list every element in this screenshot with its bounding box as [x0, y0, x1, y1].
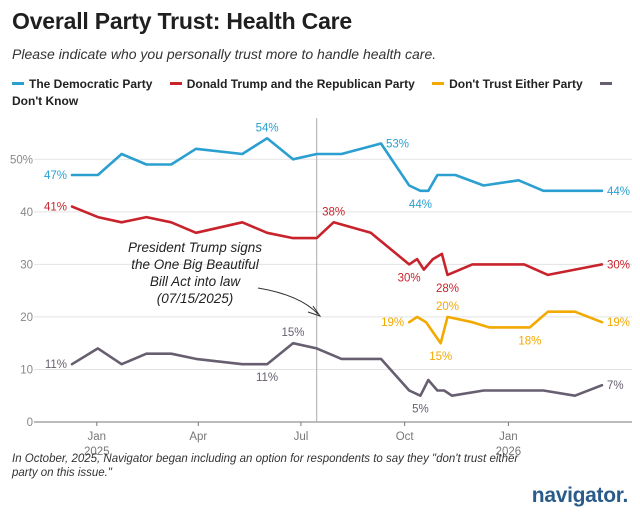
data-label: 18% [518, 335, 541, 347]
legend-item-dk: Don't Know [12, 77, 617, 108]
data-label: 11% [256, 372, 278, 384]
x-tick-label: Oct [396, 431, 415, 443]
x-tick-label: Apr [189, 431, 207, 443]
x-tick-year-label: 2025 [84, 446, 110, 458]
y-tick-label: 10 [20, 364, 33, 376]
y-tick-label: 20 [20, 312, 33, 324]
legend-label-dem: The Democratic Party [29, 77, 153, 91]
data-label: 53% [386, 139, 409, 151]
x-tick-label: Jan [88, 431, 107, 443]
legend-swatch-dem [12, 82, 24, 86]
y-tick-label: 50% [10, 154, 33, 166]
data-label: 15% [282, 327, 305, 339]
x-tick-label: Jan [499, 431, 518, 443]
chart-legend: The Democratic Party Donald Trump and th… [12, 76, 632, 110]
data-label: 15% [429, 351, 452, 363]
annotation-text-line: Bill Act into law [150, 274, 242, 289]
data-label: 19% [381, 317, 404, 329]
legend-swatch-neither [432, 82, 445, 86]
legend-swatch-rep [169, 82, 182, 86]
y-tick-label: 0 [27, 417, 33, 429]
series-line-0 [70, 137, 604, 193]
chart-title: Overall Party Trust: Health Care [12, 8, 353, 34]
data-label: 47% [44, 170, 67, 182]
data-label: 7% [607, 380, 624, 392]
data-label: 44% [409, 199, 432, 211]
series-line-1 [70, 205, 604, 277]
annotation-arrowhead [307, 305, 322, 317]
data-label: 38% [322, 206, 345, 218]
y-tick-label: 30 [20, 259, 33, 271]
annotation-text-line: President Trump signs [128, 240, 262, 255]
y-tick-label: 40 [20, 207, 33, 219]
annotation-arrow [257, 287, 319, 315]
legend-item-rep: Donald Trump and the Republican Party [169, 77, 415, 91]
data-label: 30% [607, 259, 630, 271]
data-label: 20% [436, 301, 459, 313]
data-label: 54% [256, 122, 279, 134]
x-tick-year-label: 2026 [496, 446, 522, 458]
navigator-logo: navigator. [531, 484, 629, 507]
data-label: 41% [44, 202, 67, 214]
x-tick-label: Jul [294, 431, 309, 443]
legend-item-dem: The Democratic Party [12, 77, 152, 91]
data-label: 19% [607, 317, 630, 329]
annotation-text-line: (07/15/2025) [157, 291, 234, 306]
series-line-2 [407, 310, 604, 345]
chart-footnote: In October, 2025, Navigator began includ… [12, 453, 519, 479]
data-label: 11% [45, 359, 67, 371]
annotation-text-line: the One Big Beautiful [131, 257, 260, 272]
chart-subtitle: Please indicate who you personally trust… [12, 46, 437, 62]
data-label: 44% [607, 186, 630, 198]
data-label: 5% [412, 404, 429, 416]
legend-label-dk: Don't Know [12, 94, 79, 108]
legend-label-rep: Donald Trump and the Republican Party [186, 77, 415, 91]
legend-label-neither: Don't Trust Either Party [449, 77, 583, 91]
data-label: 28% [436, 283, 459, 295]
legend-item-neither: Don't Trust Either Party [432, 77, 583, 91]
legend-swatch-dk [600, 82, 612, 86]
series-line-3 [70, 341, 604, 397]
data-label: 30% [398, 272, 421, 284]
